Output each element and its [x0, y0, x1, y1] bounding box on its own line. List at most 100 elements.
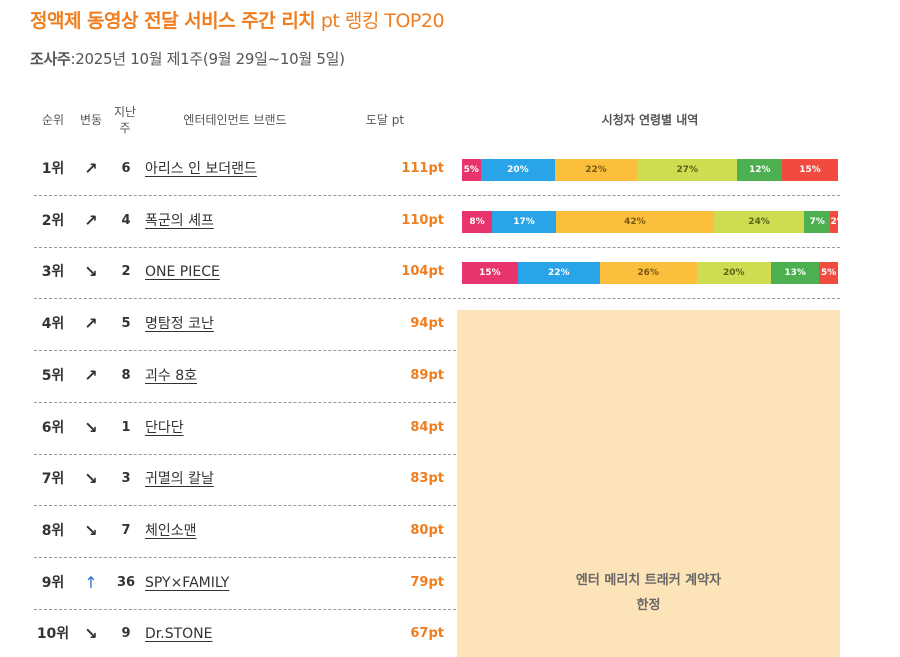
row-divider — [34, 557, 456, 558]
table-row: 2위 ↗ 4 폭군의 셰프 110pt — [34, 196, 840, 248]
table-row: 3위 ↘ 2 ONE PIECE 104pt — [34, 247, 840, 299]
reach-points: 94pt — [410, 316, 444, 331]
trend-up-icon: ↗ — [84, 366, 98, 385]
table-row: 4위 ↗ 5 명탐정 코난 94pt — [34, 299, 456, 351]
brand-link[interactable]: ONE PIECE — [145, 264, 220, 280]
survey-label: 조사주 — [30, 50, 71, 68]
reach-points: 104pt — [401, 264, 444, 279]
last-week-cell: 7 — [121, 523, 131, 538]
rank-cell: 2위 — [41, 213, 65, 229]
row-divider — [34, 454, 456, 455]
age-segment: 27% — [636, 159, 738, 181]
rank-cell: 4위 — [41, 316, 65, 332]
survey-value: :2025년 10월 제1주(9월 29일~10월 5일) — [70, 50, 345, 68]
header-last-week: 지난 주 — [113, 105, 137, 135]
age-segment: 20% — [480, 159, 556, 181]
rank-cell: 6위 — [41, 420, 65, 436]
brand-link[interactable]: SPY×FAMILY — [145, 575, 230, 591]
header-rank: 순위 — [41, 113, 65, 127]
trend-up-icon: ↗ — [84, 314, 98, 333]
locked-age-panel: 엔터 메리치 트래커 계약자 한정 — [457, 310, 840, 657]
brand-link[interactable]: 아리스 인 보더랜드 — [145, 161, 257, 177]
age-segment: 42% — [555, 211, 714, 233]
age-segment: 5% — [819, 262, 838, 284]
title-main: 정액제 동영상 전달 서비스 주간 리치 — [30, 10, 316, 32]
last-week-cell: 4 — [121, 213, 131, 228]
title-tail: 랭킹 TOP20 — [344, 10, 445, 32]
table-row: 5위 ↗ 8 괴수 8호 89pt — [34, 351, 456, 403]
title-unit: pt — [315, 10, 345, 32]
locked-message-line1: 엔터 메리치 트래커 계약자 — [575, 573, 722, 588]
trend-up-icon: ↗ — [84, 159, 98, 178]
rank-cell: 10위 — [36, 626, 70, 642]
row-divider — [34, 350, 456, 351]
last-week-cell: 8 — [121, 368, 131, 383]
last-week-cell: 9 — [121, 626, 131, 641]
last-week-cell: 5 — [121, 316, 131, 331]
reach-points: 67pt — [410, 626, 444, 641]
age-segment: 2% — [830, 211, 838, 233]
locked-message-line2: 한정 — [636, 598, 661, 613]
trend-down-icon: ↘ — [84, 418, 98, 437]
trend-down-icon: ↘ — [84, 262, 98, 281]
age-segment: 17% — [492, 211, 556, 233]
table-row: 10위 ↘ 9 Dr.STONE 67pt — [34, 609, 456, 657]
brand-link[interactable]: 명탐정 코난 — [145, 316, 214, 332]
last-week-cell: 1 — [121, 420, 131, 435]
reach-points: 84pt — [410, 420, 444, 435]
table-row: 6위 ↘ 1 단다단 84pt — [34, 403, 456, 455]
reach-points: 111pt — [401, 161, 444, 176]
brand-link[interactable]: 단다단 — [145, 420, 184, 436]
row-divider — [34, 195, 840, 196]
trend-up-icon: ↗ — [84, 211, 98, 230]
header-points: 도달 pt — [365, 113, 405, 127]
row-divider — [34, 505, 456, 506]
rank-cell: 8위 — [41, 523, 65, 539]
reach-points: 79pt — [410, 575, 444, 590]
age-segment: 22% — [517, 262, 600, 284]
brand-link[interactable]: 귀멸의 칼날 — [145, 471, 214, 487]
rank-cell: 9위 — [41, 575, 65, 591]
header-brand: 엔터테인먼트 브랜드 — [183, 113, 287, 127]
rank-cell: 1위 — [41, 161, 65, 177]
age-segment: 20% — [696, 262, 771, 284]
row-divider — [34, 609, 456, 610]
trend-down-icon: ↘ — [84, 469, 98, 488]
age-breakdown-bar: 8%17%42%24%7%2% — [462, 211, 838, 233]
age-segment: 13% — [770, 262, 820, 284]
trend-up-icon: ↑ — [84, 573, 98, 592]
reach-points: 110pt — [401, 213, 444, 228]
last-week-cell: 6 — [121, 161, 131, 176]
brand-link[interactable]: 괴수 8호 — [145, 368, 197, 384]
last-week-cell: 3 — [121, 471, 131, 486]
table-row: 9위 ↑ 36 SPY×FAMILY 79pt — [34, 558, 456, 610]
age-breakdown-bar: 5% 20% 22% 27% 12% 15% — [462, 159, 838, 181]
age-segment: 15% — [782, 159, 838, 181]
reach-points: 80pt — [410, 523, 444, 538]
reach-points: 83pt — [410, 471, 444, 486]
survey-period: 조사주:2025년 10월 제1주(9월 29일~10월 5일) — [30, 48, 345, 69]
age-segment: 7% — [804, 211, 831, 233]
age-segment: 26% — [599, 262, 697, 284]
table-row: 8위 ↘ 7 체인소맨 80pt — [34, 506, 456, 558]
age-segment: 8% — [462, 211, 493, 233]
table-row: 7위 ↘ 3 귀멸의 칼날 83pt — [34, 454, 456, 506]
trend-down-icon: ↘ — [84, 624, 98, 643]
header-age-breakdown: 시청자 연령별 내역 — [601, 113, 699, 127]
last-week-cell: 2 — [121, 264, 131, 279]
page-title: 정액제 동영상 전달 서비스 주간 리치 pt 랭킹 TOP20 — [30, 6, 445, 33]
age-segment: 24% — [713, 211, 805, 233]
brand-link[interactable]: 체인소맨 — [145, 523, 197, 539]
locked-message: 엔터 메리치 트래커 계약자 한정 — [457, 568, 840, 618]
age-segment: 12% — [737, 159, 783, 181]
age-segment: 15% — [462, 262, 518, 284]
row-divider — [34, 247, 840, 248]
age-segment: 5% — [462, 159, 481, 181]
row-divider — [34, 298, 840, 299]
brand-link[interactable]: 폭군의 셰프 — [145, 213, 214, 229]
age-breakdown-bar: 15% 22% 26% 20% 13% 5% — [462, 262, 838, 284]
age-segment: 22% — [555, 159, 637, 181]
rank-cell: 5위 — [41, 368, 65, 384]
brand-link[interactable]: Dr.STONE — [145, 626, 213, 642]
table-row: 1위 ↗ 6 아리스 인 보더랜드 111pt — [34, 144, 840, 196]
